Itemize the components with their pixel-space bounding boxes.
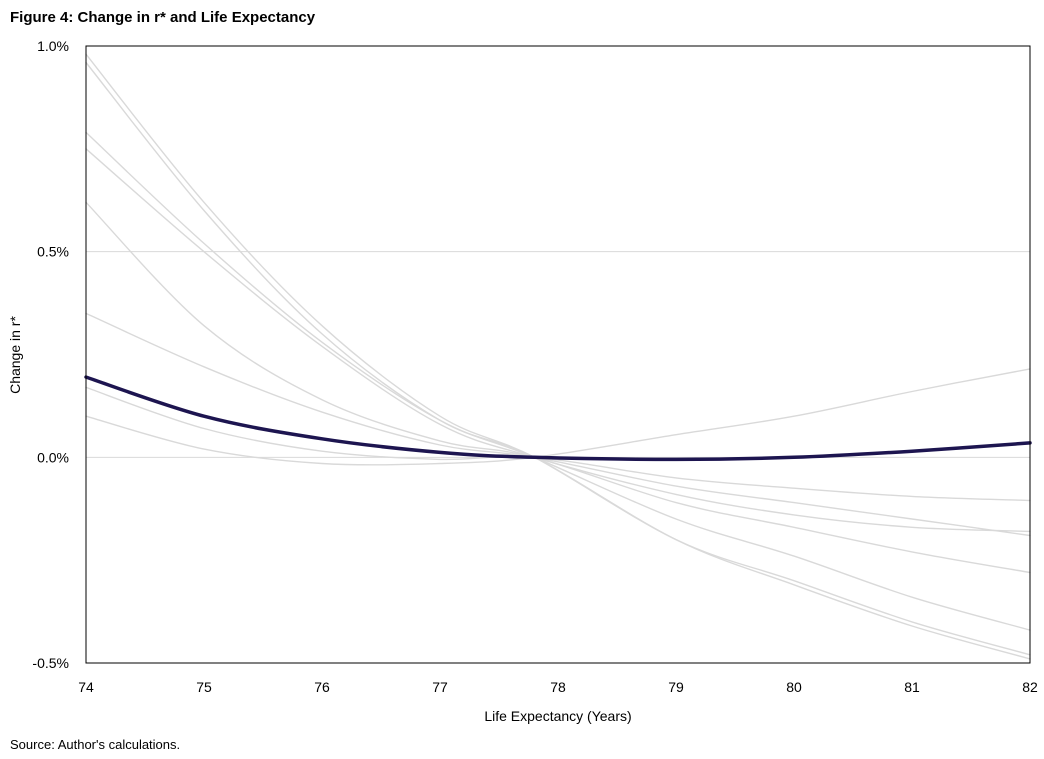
y-axis-ticks: 1.0% 0.5% 0.0% -0.5% <box>32 38 69 671</box>
series-lines <box>84 53 1032 660</box>
series-line <box>85 148 1031 533</box>
y-tick-label: -0.5% <box>32 655 69 671</box>
y-tick-label: 1.0% <box>37 38 69 54</box>
x-tick-label: 77 <box>432 679 448 695</box>
gridlines <box>86 251 1030 458</box>
x-tick-label: 80 <box>786 679 802 695</box>
y-tick-label: 0.0% <box>37 449 69 465</box>
x-axis-ticks: 74 75 76 77 78 79 80 81 82 <box>78 679 1038 695</box>
source-note: Source: Author's calculations. <box>10 737 181 752</box>
series-line <box>85 131 1031 631</box>
x-tick-label: 74 <box>78 679 94 695</box>
highlighted-series-line <box>84 375 1032 462</box>
y-tick-label: 0.5% <box>37 244 69 260</box>
plot-area-border <box>85 45 1031 664</box>
series-line <box>85 53 1031 656</box>
chart-title: Figure 4: Change in r* and Life Expectan… <box>10 9 316 26</box>
series-line <box>85 312 1031 537</box>
series-line <box>85 368 1031 466</box>
x-tick-label: 75 <box>196 679 212 695</box>
series-line <box>85 386 1031 502</box>
y-axis-label: Change in r* <box>7 316 23 394</box>
x-tick-label: 82 <box>1022 679 1038 695</box>
x-axis-label: Life Expectancy (Years) <box>484 708 631 724</box>
x-tick-label: 76 <box>314 679 330 695</box>
series-line <box>85 201 1031 574</box>
x-tick-label: 78 <box>550 679 566 695</box>
series-line <box>85 61 1031 660</box>
x-tick-label: 81 <box>904 679 920 695</box>
x-tick-label: 79 <box>668 679 684 695</box>
